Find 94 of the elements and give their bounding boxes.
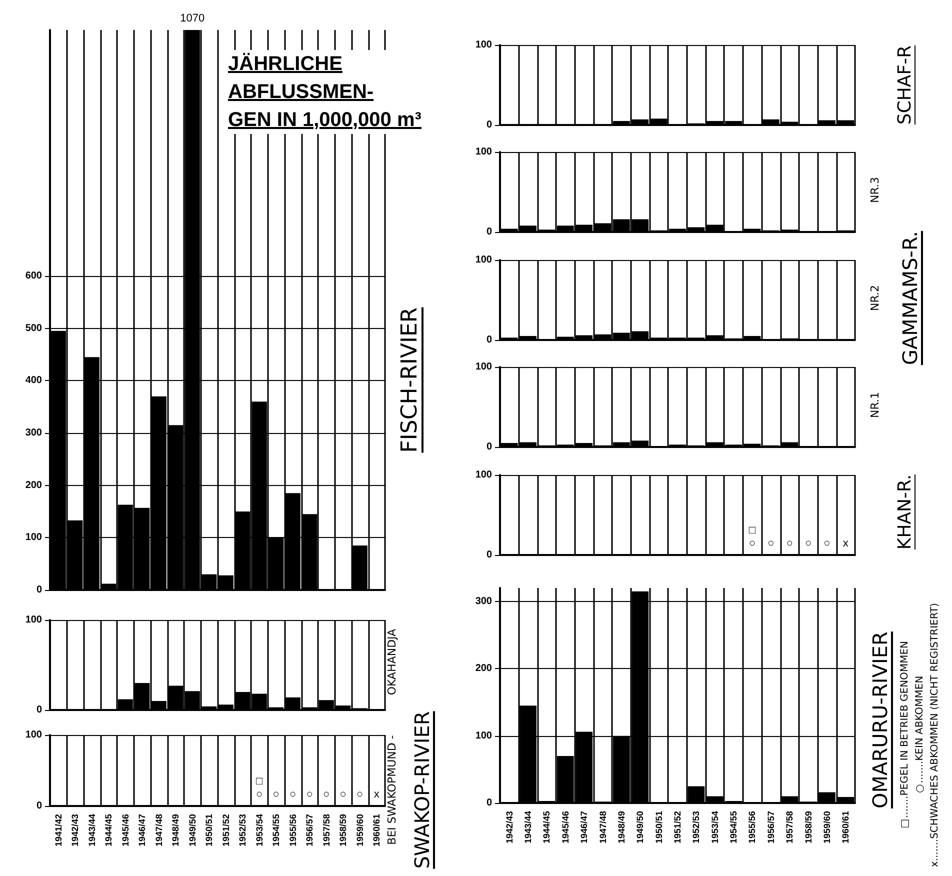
x-tick-label: 1955/56 <box>288 814 298 847</box>
y-tick-label: 100 <box>475 730 492 742</box>
x-tick-label: 1947/48 <box>598 811 608 844</box>
data-label: ○ <box>290 788 296 800</box>
x-tick-label: 1944/45 <box>542 811 552 844</box>
y-tick-label: 0 <box>486 334 492 346</box>
y-tick-label: 500 <box>25 322 42 334</box>
y-tick-label: 100 <box>475 40 492 50</box>
y-tick-label: 200 <box>25 480 42 491</box>
data-label: ○ <box>804 538 812 550</box>
y-tick-label: 0 <box>486 226 492 238</box>
data-label: □ ○ <box>748 524 756 550</box>
x-tick-label: 1951/52 <box>672 811 682 844</box>
data-label: ○ <box>323 788 330 800</box>
data-label: ○ <box>768 538 774 550</box>
text: ○.......KEIN ABKOMMEN <box>914 676 926 794</box>
y-tick-label: 300 <box>475 596 492 607</box>
x-tick-label: 1953/54 <box>710 811 720 844</box>
y-tick-label: 100 <box>475 470 492 480</box>
x-tick-label: 1945/46 <box>560 811 570 844</box>
y-tick-label: 100 <box>25 614 42 626</box>
y-axis-title: NR.1 <box>868 392 882 418</box>
y-tick-label: 100 <box>475 146 492 158</box>
data-label: x <box>374 788 380 800</box>
y-tick-label: 0 <box>36 800 42 812</box>
y-axis-title: FISCH-RIVIER <box>398 307 422 453</box>
x-tick-label: 1956/57 <box>304 814 315 847</box>
x-tick-label: 1941/42 <box>53 814 64 847</box>
x-tick-label: 1957/58 <box>321 814 332 847</box>
x-tick-label: 1960/61 <box>372 814 382 847</box>
x-tick-label: 1958/59 <box>338 814 348 847</box>
data-label: 1070 <box>180 12 205 24</box>
y-axis-title: BEI SWAKOPMUND - <box>386 735 398 845</box>
text: SWAKOP-RIVIER <box>410 711 434 869</box>
x-tick-label: 1948/49 <box>170 814 181 847</box>
data-label: ○ <box>340 788 346 800</box>
x-tick-label: 1956/57 <box>766 811 776 844</box>
x-tick-label: 1953/54 <box>254 814 264 847</box>
x-tick-label: 1948/49 <box>616 811 626 844</box>
y-tick-label: 0 <box>486 550 492 560</box>
x-tick-label: 1950/51 <box>654 811 664 844</box>
data-label: x <box>842 538 849 550</box>
x-tick-label: 1951/52 <box>220 814 231 847</box>
x-tick-label: 1946/47 <box>137 814 148 847</box>
y-tick-label: 100 <box>475 254 492 266</box>
y-tick-label: 200 <box>475 663 492 674</box>
x-tick-label: 1944/45 <box>104 814 114 847</box>
y-tick-label: 0 <box>36 704 42 716</box>
data-label: ○ <box>786 538 793 550</box>
y-axis-title: OMARURU-RIVIER <box>868 632 892 808</box>
x-tick-label: 1954/55 <box>728 811 739 844</box>
y-tick-label: 100 <box>25 730 42 740</box>
y-tick-label: 400 <box>25 375 42 386</box>
y-axis-title: KHAN-R. <box>894 474 916 550</box>
data-label: ○ <box>356 788 364 800</box>
y-axis-title: NR.3 <box>868 177 882 203</box>
y-tick-label: 0 <box>486 120 492 130</box>
x-tick-label: 1942/43 <box>504 811 514 844</box>
x-tick-label: 1959/60 <box>822 811 832 844</box>
x-tick-label: 1952/53 <box>691 811 702 844</box>
x-tick-label: 1945/46 <box>120 814 130 847</box>
x-tick-label: 1958/59 <box>803 811 814 844</box>
x-tick-label: 1949/50 <box>187 814 198 847</box>
text: □.......PEGEL IN BETRIEB GENOMMEN <box>900 640 910 830</box>
x-tick-label: 1942/43 <box>70 814 80 847</box>
data-label: □ ○ <box>256 776 264 800</box>
x-tick-label: 1943/44 <box>523 811 534 844</box>
x-tick-label: 1960/61 <box>840 811 851 844</box>
text: GAMMAMS-R. <box>898 230 922 366</box>
text: JÄHRLICHE ABFLUSSMEN- GEN IN 1,000,000 m³ <box>228 50 422 134</box>
x-tick-label: 1946/47 <box>579 811 590 844</box>
data-label: ○ <box>824 538 830 550</box>
data-label: ○ <box>306 788 313 800</box>
data-label: ○ <box>272 788 280 800</box>
text: x.......SCHWACHES ABKOMMEN (NICHT REGISTRIERT) <box>930 602 940 868</box>
y-axis-title: SCHAF-R <box>894 45 916 125</box>
y-tick-label: 0 <box>36 584 42 596</box>
x-tick-label: 1947/48 <box>154 814 164 847</box>
x-tick-label: 1949/50 <box>635 811 646 844</box>
y-tick-label: 600 <box>25 270 42 282</box>
y-tick-label: 0 <box>486 442 492 452</box>
x-tick-label: 1952/53 <box>238 814 248 847</box>
y-tick-label: 100 <box>25 532 42 544</box>
y-axis-title: NR.2 <box>868 285 882 311</box>
y-axis-title: OKAHANDJA <box>386 628 398 696</box>
x-tick-label: 1957/58 <box>784 811 795 844</box>
x-tick-label: 1950/51 <box>204 814 214 847</box>
y-tick-label: 100 <box>475 362 492 372</box>
x-tick-label: 1959/60 <box>354 814 365 847</box>
x-tick-label: 1955/56 <box>747 811 758 844</box>
y-tick-label: 0 <box>486 798 492 808</box>
x-tick-label: 1954/55 <box>271 814 282 847</box>
y-tick-label: 300 <box>25 427 42 438</box>
x-tick-label: 1943/44 <box>86 814 97 847</box>
